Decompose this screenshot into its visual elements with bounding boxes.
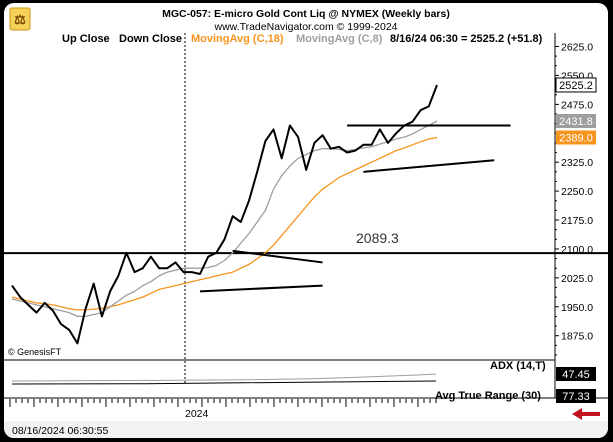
legend-up-close: Up Close <box>62 33 110 45</box>
status-bar <box>4 421 608 438</box>
ma8-line <box>11 120 438 318</box>
atr-line <box>11 380 437 385</box>
series-layer <box>11 84 438 345</box>
y-tick-label: 1950.0 <box>561 302 593 314</box>
trendline <box>232 249 323 264</box>
trendline <box>199 284 323 293</box>
chart-subtitle: www.TradeNavigator.com © 1999-2024 <box>213 21 397 33</box>
price-tag-label: 2389.0 <box>559 133 593 145</box>
y-tick-label: 2625.0 <box>561 41 593 53</box>
price-tag <box>556 130 596 145</box>
price-tag <box>556 113 596 128</box>
y-tick-label: 2250.0 <box>561 186 593 198</box>
trade-navigator-logo: ⚖ <box>9 7 31 31</box>
horizontal-line-label: 2089.3 <box>356 230 399 246</box>
chart-window: ⚖ MGC-057: E-micro Gold Cont Liq @ NYMEX… <box>4 3 608 438</box>
adx-line <box>11 373 437 382</box>
ma18-line <box>11 136 438 311</box>
chart-canvas: ⚖ MGC-057: E-micro Gold Cont Liq @ NYMEX… <box>4 7 608 438</box>
atr-value: 77.33 <box>562 391 590 403</box>
atr-label: Avg True Range (30) <box>435 390 541 402</box>
price-tag <box>555 77 597 93</box>
y-tick-label: 2325.0 <box>561 157 593 169</box>
adx-value: 47.45 <box>562 369 590 381</box>
adx-value-tag <box>556 367 596 381</box>
y-tick-label: 2175.0 <box>561 215 593 227</box>
price-tags: 2525.2 2431.8 2389.0 <box>555 77 597 145</box>
y-tick-label: 1875.0 <box>561 331 593 343</box>
back-arrow-icon[interactable] <box>568 407 604 421</box>
x-label-2024: 2024 <box>185 408 209 420</box>
legend-last-bar: 8/16/24 06:30 = 2525.2 (+51.8) <box>390 33 543 45</box>
trendlines <box>199 124 511 293</box>
legend-down-close: Down Close <box>119 33 182 45</box>
legend-ma18: MovingAvg (C,18) <box>191 33 284 45</box>
close-line <box>11 84 438 345</box>
y-tick-label: 2100.0 <box>561 244 593 256</box>
adx-label: ADX (14,T) <box>490 360 546 372</box>
price-tag-label: 2525.2 <box>559 80 593 92</box>
chart-title: MGC-057: E-micro Gold Cont Liq @ NYMEX (… <box>162 8 450 20</box>
y-tick-label: 2475.0 <box>561 99 593 111</box>
legend-ma8: MovingAvg (C,8) <box>296 33 383 45</box>
time-axis <box>9 399 437 407</box>
price-tag-label: 2431.8 <box>559 116 593 128</box>
y-tick-label: 2025.0 <box>561 273 593 285</box>
watermark: © GenesisFT <box>8 347 62 357</box>
guides <box>4 33 608 383</box>
atr-value-tag <box>556 389 596 403</box>
trendline <box>363 159 495 173</box>
svg-text:⚖: ⚖ <box>14 12 26 27</box>
status-time: 08/16/2024 06:30:55 <box>12 425 109 437</box>
